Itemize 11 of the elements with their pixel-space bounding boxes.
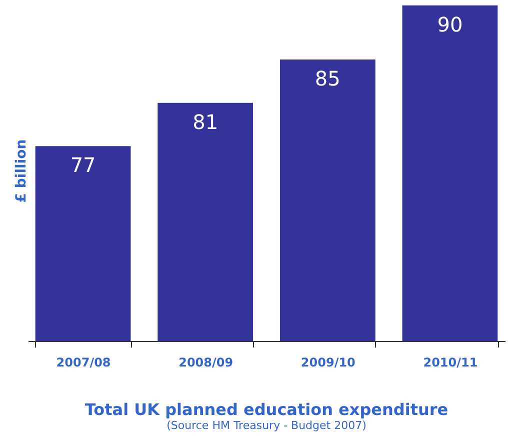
text: Total UK planned education expenditure <box>84 400 448 419</box>
data-label: 90 <box>437 12 463 36</box>
data-label: 77 <box>70 153 96 178</box>
x-tick-label: 2009/10 <box>300 356 356 370</box>
x-tick-label: 2010/11 <box>423 356 478 370</box>
x-tick-label: 2007/08 <box>56 356 111 370</box>
data-label: 81 <box>192 110 218 134</box>
data-label: 85 <box>314 66 340 91</box>
x-tick-label: 2008/09 <box>178 356 234 370</box>
y-axis-title: £ billion <box>14 139 30 203</box>
text: (Source HM Treasury - Budget 2007) <box>166 419 366 432</box>
